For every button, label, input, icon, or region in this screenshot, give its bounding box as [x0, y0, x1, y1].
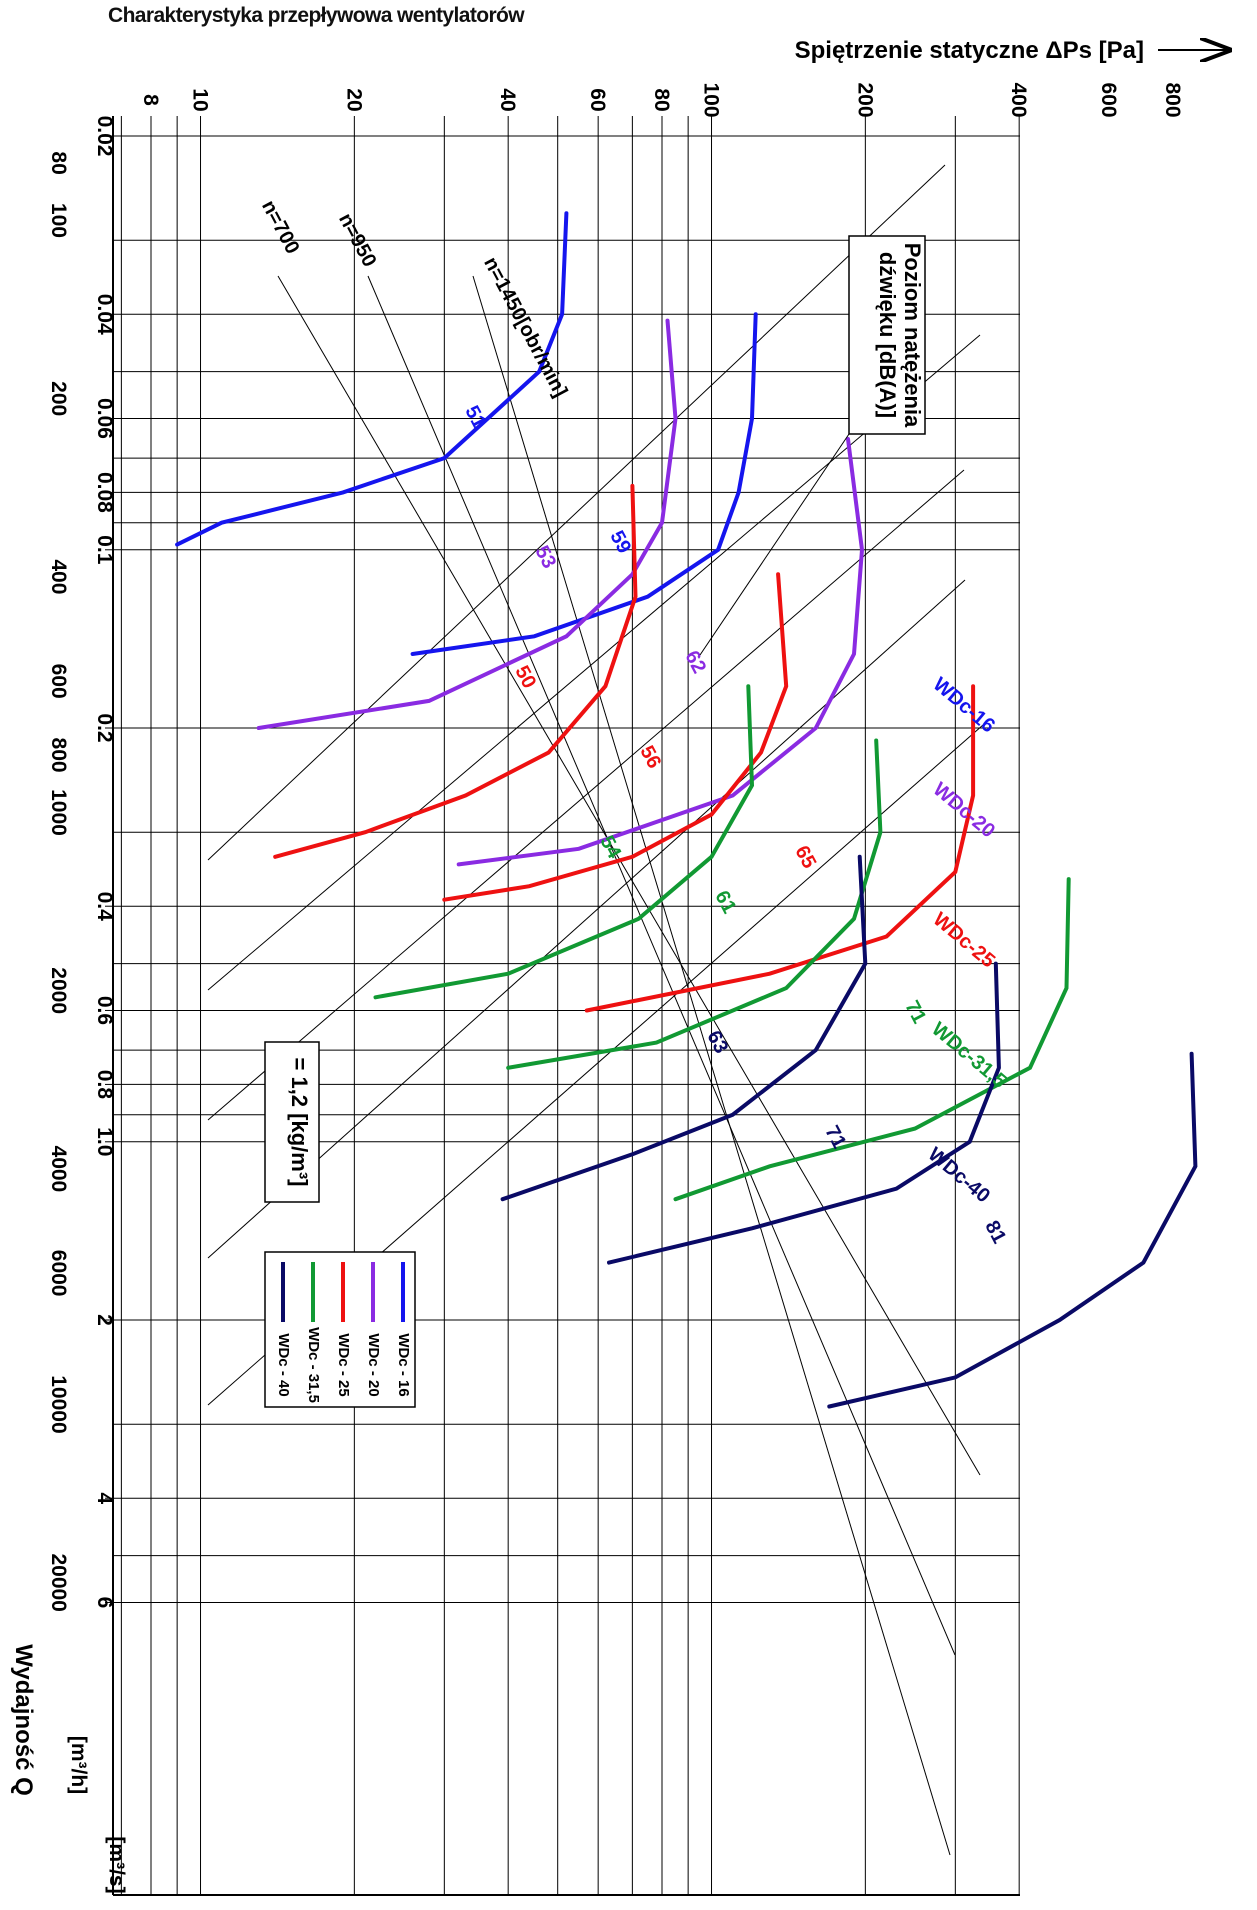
sound-level-label: 81 — [980, 1217, 1010, 1247]
flow-m3s-tick-label: 0.06 — [93, 398, 116, 439]
flow-m3h-tick-label: 2000 — [47, 967, 70, 1014]
flow-m3s-tick-label: 2 — [93, 1314, 116, 1326]
fan-curve — [442, 572, 789, 902]
sound-level-box-line1: Poziom natężenia — [900, 243, 925, 428]
density-label: = 1,2 [kg/m³] — [287, 1058, 312, 1187]
sound-level-label: 61 — [710, 887, 740, 917]
sound-level-label: 71 — [900, 997, 930, 1027]
flow-m3s-tick-label: 0.04 — [93, 294, 116, 335]
legend-entry: WDc - 31,5 — [305, 1327, 322, 1403]
flow-m3s-tick-label: 0.8 — [93, 1070, 116, 1100]
pressure-tick-label: 800 — [1161, 82, 1184, 117]
fan-curve — [175, 211, 569, 547]
fan-curves — [175, 211, 1198, 1409]
sound-level-line — [207, 579, 966, 1259]
fan-curve — [373, 684, 755, 1000]
flow-m3h-tick-label: 6000 — [47, 1250, 70, 1297]
fan-curve — [273, 483, 638, 859]
flow-m3h-tick-label: 400 — [47, 559, 70, 594]
pressure-tick-label: 100 — [700, 82, 723, 117]
flow-m3s-tick-label: 4 — [93, 1492, 116, 1504]
legend-entry: WDc - 16 — [395, 1333, 412, 1396]
pressure-tick-label: 40 — [496, 88, 519, 111]
flow-m3s-tick-label: 0.02 — [93, 116, 116, 157]
x-unit-m3h: [m³/h] — [67, 1736, 90, 1794]
sound-level-line — [207, 334, 981, 991]
flow-m3h-tick-label: 200 — [47, 381, 70, 416]
sound-level-label: 65 — [790, 842, 820, 872]
speed-lines — [207, 164, 984, 1856]
pressure-tick-label: 20 — [342, 88, 365, 111]
sound-level-label: 62 — [680, 647, 710, 677]
sound-level-label: 50 — [510, 662, 540, 692]
fan-curve — [673, 877, 1071, 1202]
pressure-tick-label: 80 — [650, 88, 673, 111]
flow-m3s-tick-label: 1.0 — [93, 1127, 116, 1156]
legend-box — [264, 1251, 416, 1408]
flow-m3h-tick-label: 10000 — [47, 1375, 70, 1433]
speed-label: n=700 — [257, 197, 303, 258]
fan-curve — [584, 684, 976, 1013]
flow-m3h-tick-label: 80 — [47, 151, 70, 174]
sound-level-box-line2: dźwięku [dB(A)] — [875, 252, 900, 418]
speed-line — [367, 275, 956, 1656]
flow-m3h-tick-label: 4000 — [47, 1146, 70, 1193]
legend-entry: WDc - 25 — [335, 1333, 352, 1396]
flow-m3s-tick-label: 0.6 — [93, 996, 116, 1025]
fan-curve — [500, 854, 868, 1202]
sound-level-pointer — [699, 433, 850, 656]
flow-m3h-tick-label: 1000 — [47, 789, 70, 836]
flow-m3h-tick-label: 100 — [47, 203, 70, 238]
sound-level-label: 59 — [605, 527, 635, 557]
x-unit-m3s: [m³/s] — [105, 1836, 128, 1893]
flow-m3s-tick-label: 0.1 — [93, 535, 116, 565]
pressure-tick-label: 8 — [139, 94, 162, 106]
grid — [113, 116, 1020, 1895]
sound-level-line — [207, 469, 965, 1121]
flow-m3h-tick-label: 800 — [47, 738, 70, 773]
fan-curve — [456, 437, 865, 867]
series-label: WDc-25 — [929, 908, 999, 972]
fan-curve — [506, 738, 883, 1070]
series-label: WDc-40 — [924, 1143, 994, 1207]
fan-curve — [607, 961, 1001, 1265]
density-box — [264, 1041, 320, 1203]
flow-m3h-tick-label: 600 — [47, 664, 70, 699]
fan-curve — [410, 312, 758, 656]
sound-level-label: 63 — [702, 1027, 732, 1057]
x-axis-title: Wydajność Q — [10, 1644, 37, 1796]
flow-m3h-tick-label: 20000 — [47, 1553, 70, 1611]
pressure-tick-label: 400 — [1007, 82, 1030, 117]
flow-m3s-tick-label: 0.4 — [93, 892, 116, 922]
sound-level-box — [848, 235, 926, 435]
legend-entry: WDc - 40 — [275, 1333, 292, 1396]
sound-level-label: 51 — [460, 402, 490, 432]
fan-curve — [256, 318, 678, 730]
fan-curve — [827, 1051, 1198, 1409]
legend-entry: WDc - 20 — [365, 1333, 382, 1396]
pressure-tick-label: 10 — [189, 88, 212, 111]
sound-level-label: 56 — [635, 742, 665, 772]
flow-m3s-tick-label: 6 — [93, 1597, 116, 1609]
pressure-tick-label: 60 — [586, 88, 609, 111]
flow-m3s-tick-label: 0.2 — [93, 713, 116, 742]
sound-level-label: 53 — [530, 542, 560, 572]
pressure-tick-label: 600 — [1097, 82, 1120, 117]
speed-line — [472, 275, 951, 1856]
page-title: Charakterystyka przepływowa wentylatorów — [108, 4, 525, 27]
pressure-tick-label: 200 — [853, 82, 876, 117]
axes: 8 10 20 40 60 80 100 200 400 600 800 0.02 0.04 0.06 0.… — [10, 37, 1228, 1896]
y-axis-title: Spiętrzenie statyczne ΔPs [Pa] — [795, 37, 1144, 64]
flow-m3s-tick-label: 0.08 — [93, 472, 116, 513]
sound-level-line — [207, 164, 946, 861]
